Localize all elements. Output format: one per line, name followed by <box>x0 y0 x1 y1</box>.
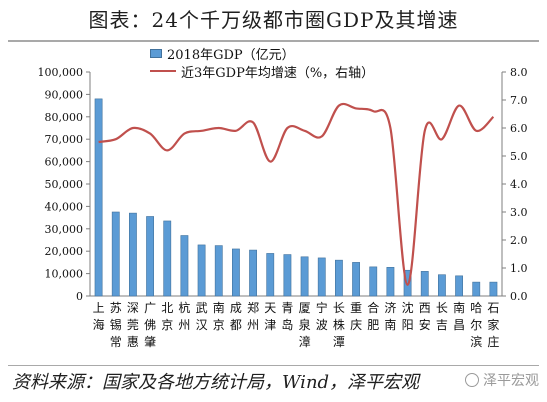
x-label-哈尔滨: 哈尔滨 <box>470 301 482 349</box>
y-left-tick-label: 30,000 <box>45 223 84 236</box>
bar-武汉 <box>197 244 206 297</box>
bar-济南 <box>386 267 395 297</box>
chart-title: 图表：24个千万级都市圈GDP及其增速 <box>88 8 459 32</box>
y-right-tick-label: 1.0 <box>510 262 528 275</box>
x-label-广佛肇: 广佛肇 <box>144 301 156 349</box>
y-right-tick-label: 4.0 <box>510 178 528 191</box>
x-label-郑州: 郑州 <box>247 300 259 332</box>
bar-青岛 <box>283 254 292 297</box>
y-left-tick-label: 50,000 <box>45 178 84 191</box>
y-right-tick-label: 8.0 <box>510 66 528 79</box>
y-right-tick-label: 0.0 <box>510 290 528 303</box>
y-left-tick-label: 80,000 <box>45 111 84 124</box>
axes-group: 0 10,000 20,000 30,000 40,000 50,000 60,000 70,… <box>38 66 528 303</box>
growth-line <box>98 102 495 286</box>
x-label-西安: 西安 <box>419 301 431 332</box>
watermark-text: 泽平宏观 <box>483 373 539 389</box>
source-note: 资料来源：国家及各地方统计局，Wind，泽平宏观 <box>12 372 420 393</box>
x-labels-group: 上海苏锡常深莞惠广佛肇北京杭州武汉南京成都郑州天津青岛厦泉漳宁波长株潭重庆合肥济… <box>93 300 500 349</box>
y-left-tick-label: 100,000 <box>38 66 84 79</box>
legend-label-growth: 近3年GDP年均增速（%，右轴） <box>181 65 375 81</box>
legend-item-gdp: 2018年GDP（亿元） <box>150 44 374 63</box>
watermark: 泽平宏观 <box>465 370 539 390</box>
y-left-tick-label: 60,000 <box>45 156 84 169</box>
line-group <box>98 102 495 286</box>
bar-苏锡常 <box>111 211 120 297</box>
y-left-tick-label: 70,000 <box>45 133 84 146</box>
y-left-tick-label: 90,000 <box>45 88 84 101</box>
bar-沈阳 <box>403 269 412 297</box>
bar-南昌 <box>455 275 463 297</box>
legend-label-gdp: 2018年GDP（亿元） <box>167 47 295 63</box>
bar-宁波 <box>317 257 326 297</box>
x-label-厦泉漳: 厦泉漳 <box>299 301 311 349</box>
y-right-tick-label: 5.0 <box>510 150 528 163</box>
y-right-tick-label: 3.0 <box>510 206 528 219</box>
bar-石家庄 <box>489 281 498 297</box>
x-label-南京: 南京 <box>213 300 225 332</box>
bar-长株潭 <box>335 259 343 297</box>
legend-bar-swatch <box>150 48 162 58</box>
bar-天津 <box>266 253 275 297</box>
y-right-tick-label: 6.0 <box>510 122 528 135</box>
source-divider <box>8 365 539 366</box>
bar-深莞惠 <box>129 212 137 297</box>
bar-广佛肇 <box>146 216 154 297</box>
y-left-tick-label: 20,000 <box>45 245 84 258</box>
bar-哈尔滨 <box>472 281 481 297</box>
x-label-上海: 上海 <box>93 301 105 332</box>
bars-group <box>94 98 498 297</box>
y-right-tick-label: 2.0 <box>510 234 528 247</box>
x-label-长吉: 长吉 <box>436 301 448 332</box>
x-label-济南: 济南 <box>384 300 396 332</box>
bar-重庆 <box>352 262 360 297</box>
y-left-tick-label: 0 <box>76 290 83 303</box>
x-label-青岛: 青岛 <box>281 301 293 332</box>
bar-上海 <box>94 98 103 297</box>
legend: 2018年GDP（亿元） 近3年GDP年均增速（%，右轴） <box>150 44 375 81</box>
x-label-宁波: 宁波 <box>316 300 328 332</box>
bar-北京 <box>163 220 172 297</box>
x-label-沈阳: 沈阳 <box>402 300 414 332</box>
x-label-长株潭: 长株潭 <box>333 301 345 349</box>
y-left-tick-label: 10,000 <box>45 268 84 281</box>
bar-长吉 <box>438 274 446 297</box>
x-label-杭州: 杭州 <box>178 300 190 332</box>
legend-line-swatch <box>150 70 176 72</box>
y-left-tick-label: 40,000 <box>45 200 84 213</box>
bar-南京 <box>214 245 223 297</box>
x-label-成都: 成都 <box>230 301 242 332</box>
x-label-南昌: 南昌 <box>453 300 465 332</box>
x-label-重庆: 重庆 <box>350 301 362 332</box>
legend-item-growth: 近3年GDP年均增速（%，右轴） <box>150 62 375 81</box>
bar-厦泉漳 <box>300 256 309 297</box>
y-right-tick-label: 7.0 <box>510 94 528 107</box>
x-label-合肥: 合肥 <box>367 300 379 332</box>
x-label-武汉: 武汉 <box>196 301 208 332</box>
x-label-苏锡常: 苏锡常 <box>110 301 122 349</box>
bar-杭州 <box>180 235 189 297</box>
x-label-深莞惠: 深莞惠 <box>127 301 139 349</box>
x-label-天津: 天津 <box>264 301 276 332</box>
x-label-北京: 北京 <box>161 301 173 332</box>
title-divider <box>8 40 539 42</box>
gdp-combo-chart: 0 10,000 20,000 30,000 40,000 50,000 60,000 70,… <box>38 66 528 349</box>
x-label-石家庄: 石家庄 <box>487 301 499 349</box>
wechat-icon <box>465 373 479 387</box>
bar-郑州 <box>249 249 257 297</box>
bar-合肥 <box>369 266 378 297</box>
bar-西安 <box>420 271 429 297</box>
bar-成都 <box>232 248 240 297</box>
